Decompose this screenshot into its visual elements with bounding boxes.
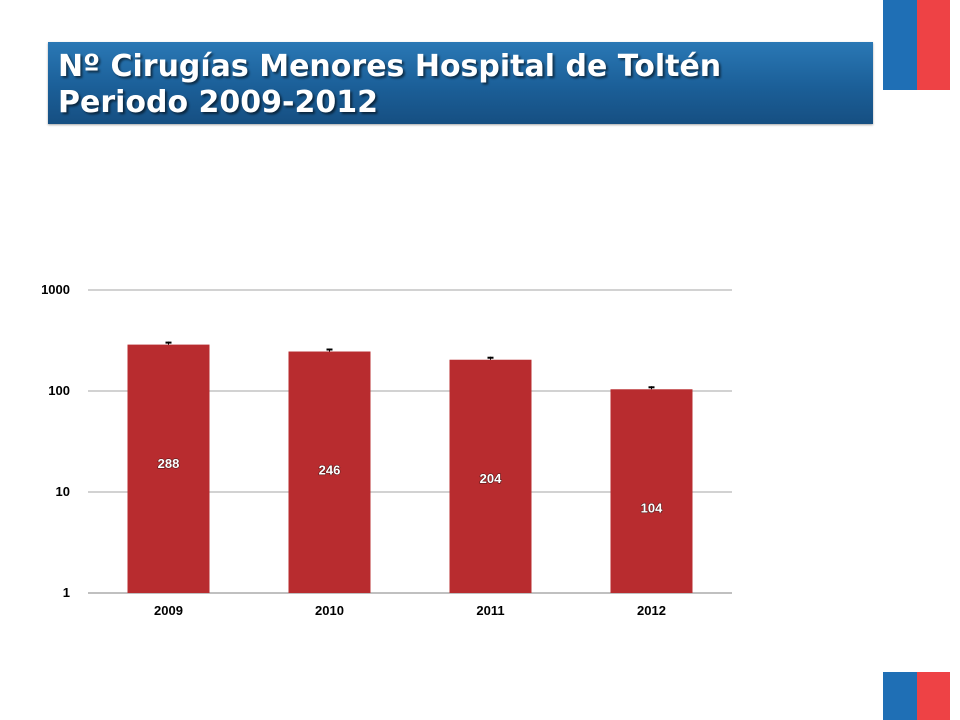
y-tick-label: 1: [63, 585, 70, 600]
data-label: 288: [158, 456, 180, 471]
y-tick-label: 10: [56, 484, 70, 499]
bar-layer: [127, 341, 693, 593]
flag-logo-bottom: [883, 672, 950, 720]
x-tick-label: 2012: [637, 603, 666, 618]
bar: [610, 389, 693, 593]
y-tick-label: 1000: [41, 282, 70, 297]
data-label: 204: [480, 471, 502, 486]
flag-logo-top: [883, 0, 950, 90]
data-label: 104: [641, 500, 663, 515]
data-label: 246: [319, 463, 341, 478]
y-tick-label: 100: [48, 383, 70, 398]
bar: [288, 351, 371, 593]
bar: [449, 359, 532, 593]
x-tick-label: 2010: [315, 603, 344, 618]
flag-red-stripe: [916, 0, 950, 90]
flag-red-stripe: [916, 672, 950, 720]
flag-blue-stripe: [883, 672, 917, 720]
title-banner: Nº Cirugías Menores Hospital de Toltén P…: [48, 42, 873, 124]
page-subtitle: Periodo 2009-2012: [58, 85, 378, 120]
x-tick-label: 2011: [476, 603, 504, 618]
x-tick-label: 2009: [154, 603, 183, 618]
bar: [127, 344, 210, 593]
flag-blue-stripe: [883, 0, 917, 90]
page-title: Nº Cirugías Menores Hospital de Toltén: [58, 49, 722, 84]
label-layer: 1 10 100 1000 288 2009 246 2010 204 2011 104 2012: [41, 282, 666, 618]
